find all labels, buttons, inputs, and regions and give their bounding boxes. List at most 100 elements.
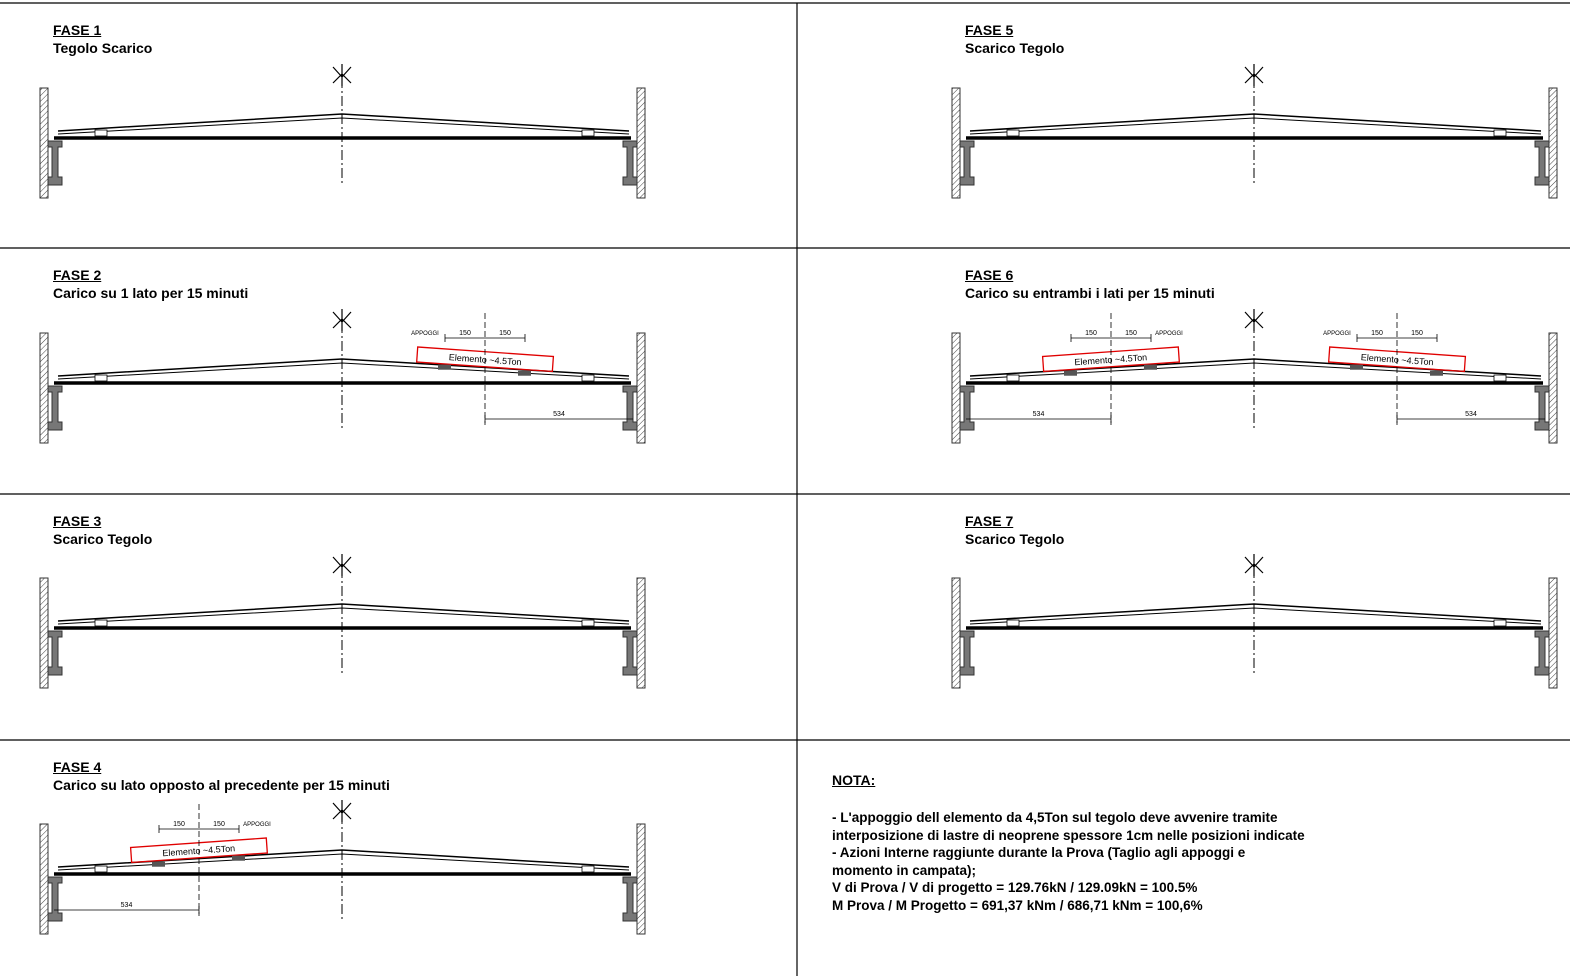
right-support (622, 630, 638, 676)
note-line: momento in campata); (832, 862, 977, 878)
left-wall (39, 823, 49, 935)
end-block (581, 619, 595, 627)
appoggi-label: APPOGGI (1323, 331, 1351, 337)
right-wall (636, 577, 646, 689)
end-block (94, 865, 108, 873)
symmetry-icon (1244, 554, 1264, 576)
right-wall (1548, 87, 1558, 199)
left-support (47, 140, 63, 186)
phase-4-title: FASE 4 (53, 759, 102, 775)
beam-diagram-1 (39, 64, 646, 199)
left-support (959, 140, 975, 186)
roof-tile-top (57, 113, 630, 132)
end-block (94, 619, 108, 627)
spacing-label: 150 (1125, 330, 1137, 337)
end-block (1493, 619, 1507, 627)
phase-2-subtitle: Carico su 1 lato per 15 minuti (53, 285, 249, 301)
phase-7-subtitle: Scarico Tegolo (965, 531, 1065, 547)
end-block (1006, 374, 1020, 382)
pad (1350, 364, 1363, 370)
note-line: V di Prova / V di progetto = 129.76kN / … (832, 880, 1198, 896)
appoggi-label: APPOGGI (243, 822, 271, 828)
roof-tile-top (969, 358, 1542, 377)
pad (152, 861, 165, 867)
pad (1144, 364, 1157, 370)
distance-label: 534 (121, 902, 133, 909)
note-line: M Prova / M Progetto = 691,37 kNm / 686,… (832, 897, 1203, 913)
note-line: interposizione di lastre di neoprene spe… (832, 827, 1305, 843)
left-wall (951, 87, 961, 199)
pad (1430, 370, 1443, 376)
symmetry-icon (1244, 64, 1264, 86)
left-wall (39, 87, 49, 199)
symmetry-icon (332, 64, 352, 86)
right-support (1534, 140, 1550, 186)
spacing-label: 150 (499, 330, 511, 337)
spacing-label: 150 (1411, 330, 1423, 337)
end-block (581, 374, 595, 382)
load-box (1041, 346, 1181, 373)
beam-diagram-3 (39, 554, 646, 689)
distance-label: 534 (1465, 411, 1477, 418)
left-wall (39, 577, 49, 689)
right-wall (636, 823, 646, 935)
right-wall (1548, 332, 1558, 444)
phase-4-subtitle: Carico su lato opposto al precedente per… (53, 777, 390, 793)
right-support (1534, 630, 1550, 676)
left-support (959, 385, 975, 431)
phase-5-subtitle: Scarico Tegolo (965, 40, 1065, 56)
appoggi-label: APPOGGI (411, 331, 439, 337)
load-box (415, 346, 555, 373)
phase-1-subtitle: Tegolo Scarico (53, 40, 153, 56)
right-support (622, 876, 638, 922)
end-block (1493, 129, 1507, 137)
beam-diagram-5 (951, 64, 1558, 199)
symmetry-icon (332, 309, 352, 331)
note-line: - Azioni Interne raggiunte durante la Pr… (832, 845, 1246, 861)
load-box (129, 837, 269, 864)
pad (1064, 370, 1077, 376)
symmetry-icon (1244, 309, 1264, 331)
right-support (622, 140, 638, 186)
phase-2-title: FASE 2 (53, 267, 102, 283)
spacing-label: 150 (459, 330, 471, 337)
right-wall (636, 87, 646, 199)
end-block (94, 374, 108, 382)
phase-7-title: FASE 7 (965, 513, 1014, 529)
note-body: - L'appoggio dell elemento da 4,5Ton sul… (832, 809, 1305, 915)
beam-diagram-7 (951, 554, 1558, 689)
pad (232, 855, 245, 861)
symmetry-icon (332, 554, 352, 576)
phase-6-subtitle: Carico su entrambi i lati per 15 minuti (965, 285, 1215, 301)
right-wall (636, 332, 646, 444)
end-block (1493, 374, 1507, 382)
left-support (47, 630, 63, 676)
pad (438, 364, 451, 370)
phase-6-title: FASE 6 (965, 267, 1014, 283)
end-block (581, 865, 595, 873)
roof-tile-top (57, 358, 630, 377)
phase-1-title: FASE 1 (53, 22, 102, 38)
note-line: - L'appoggio dell elemento da 4,5Ton sul… (832, 810, 1278, 825)
distance-label: 534 (1033, 411, 1045, 418)
left-wall (951, 577, 961, 689)
right-wall (1548, 577, 1558, 689)
roof-tile-top (57, 849, 630, 868)
phase-3-subtitle: Scarico Tegolo (53, 531, 153, 547)
left-wall (951, 332, 961, 444)
right-support (622, 385, 638, 431)
phase-5-title: FASE 5 (965, 22, 1014, 38)
roof-tile-top (969, 113, 1542, 132)
end-block (1006, 619, 1020, 627)
spacing-label: 150 (1371, 330, 1383, 337)
left-support (47, 385, 63, 431)
appoggi-label: APPOGGI (1155, 331, 1183, 337)
left-support (959, 630, 975, 676)
